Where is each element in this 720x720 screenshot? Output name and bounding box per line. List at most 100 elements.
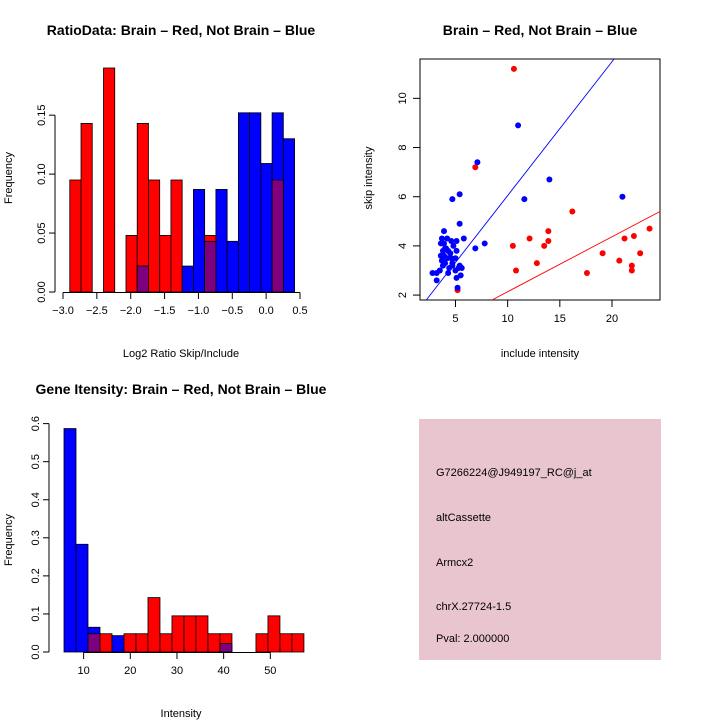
y-tick-label: 0.10 <box>36 163 48 184</box>
not-brain-point-47 <box>458 265 465 272</box>
brain-point-7 <box>545 228 552 235</box>
not-brain-point-41 <box>449 260 456 267</box>
gene-bars <box>63 428 305 653</box>
brain-point-9 <box>569 208 576 215</box>
x-tick-label: 0.5 <box>292 305 307 317</box>
ratio-histogram-title: RatioData: Brain – Red, Not Brain – Blue <box>47 22 316 38</box>
2-bar-7 <box>147 597 161 653</box>
not-brain-point-28 <box>450 242 457 249</box>
not-brain-point-42 <box>454 284 461 291</box>
2-bar-16 <box>255 633 269 653</box>
0-bar-3 <box>103 67 116 293</box>
2-overlap-bar-13 <box>219 643 233 653</box>
x-tick-label: −0.5 <box>221 305 243 317</box>
x-tick-label: 50 <box>264 665 276 677</box>
2-bar-9 <box>171 615 185 653</box>
not-brain-point-20 <box>442 260 449 267</box>
2-bar-18 <box>279 633 293 653</box>
0-bar-17 <box>260 163 273 293</box>
x-tick-label: −1.5 <box>154 305 176 317</box>
not-brain-point-1 <box>474 159 481 166</box>
brain-point-6 <box>541 242 548 249</box>
ratio-x-axis-label: Log2 Ratio Skip/Include <box>123 348 239 360</box>
brain-point-10 <box>583 269 590 276</box>
2-bar-8 <box>159 633 173 653</box>
x-tick-label: 20 <box>606 313 618 325</box>
not-brain-point-0 <box>515 122 522 129</box>
not-brain-point-40 <box>441 252 447 259</box>
probe-id: G7266224@J949197_RC@j_at <box>436 467 592 479</box>
brain-point-16 <box>630 233 637 240</box>
scatter-x-axis-label: include intensity <box>501 348 580 360</box>
2-bar-17 <box>267 615 281 653</box>
not-brain-point-43 <box>445 269 452 276</box>
ratio-histogram-panel: RatioData: Brain – Red, Not Brain – Blue… <box>3 22 315 360</box>
y-tick-label: 0.3 <box>30 530 42 545</box>
genomic-location: chrX.27724-1.5 <box>436 601 511 613</box>
not-brain-point-26 <box>448 237 455 244</box>
info-panel: G7266224@J949197_RC@j_at altCassette Arm… <box>419 419 661 660</box>
not-brain-point-29 <box>452 255 459 262</box>
y-tick-label: 2 <box>397 292 409 298</box>
scatter-plot-box <box>419 58 661 301</box>
not-brain-point-2 <box>546 176 553 183</box>
scatter-points <box>429 65 653 294</box>
not-brain-point-5 <box>456 191 463 198</box>
not-brain-point-6 <box>449 196 456 203</box>
2-bar-10 <box>183 615 197 653</box>
not-brain-point-37 <box>438 235 445 242</box>
x-tick-label: 20 <box>124 665 136 677</box>
brain-point-14 <box>628 267 635 274</box>
y-tick-label: 0.15 <box>36 104 48 125</box>
2-bar-11 <box>195 615 209 653</box>
pval: Pval: 2.000000 <box>436 633 509 645</box>
scatter-title: Brain – Red, Not Brain – Blue <box>443 22 638 38</box>
x-tick-label: 15 <box>554 313 566 325</box>
0-bar-19 <box>282 138 295 293</box>
0-bar-8 <box>159 235 172 293</box>
gene-axes: 10 20 30 40 50 0.0 0.1 0.2 0.3 0.4 0.5 0.6 <box>30 416 276 677</box>
not-brain-point-7 <box>481 240 488 247</box>
brain-point-15 <box>628 262 635 269</box>
not-brain-point-8 <box>472 245 479 252</box>
y-tick-label: 8 <box>397 144 409 150</box>
2-bar-19 <box>291 633 305 653</box>
x-tick-label: −3.0 <box>52 305 74 317</box>
y-tick-label: 0.4 <box>30 492 42 507</box>
y-tick-label: 4 <box>397 243 409 249</box>
brain-point-5 <box>533 260 540 267</box>
not-brain-point-46 <box>442 245 449 252</box>
not-brain-point-38 <box>441 228 447 235</box>
gene-symbol: Armcx2 <box>436 557 473 569</box>
2-bar-6 <box>135 633 149 653</box>
info-box <box>419 419 661 660</box>
not-brain-point-45 <box>448 255 455 262</box>
0-bar-1 <box>80 123 93 293</box>
scatter-axes: 5 10 15 20 2 4 6 8 10 <box>397 92 618 325</box>
y-tick-label: 0.00 <box>36 281 48 302</box>
ratio-axes: −3.0 −2.5 −2.0 −1.5 −1.0 −0.5 0.0 0.5 0.00 0.05 0.… <box>36 104 308 317</box>
fit-line-1 <box>491 211 661 301</box>
brain-point-1 <box>472 164 479 171</box>
y-tick-label: 0.05 <box>36 222 48 243</box>
not-brain-point-11 <box>429 269 436 276</box>
0-overlap-bar-18 <box>271 179 284 293</box>
brain-point-0 <box>510 65 517 72</box>
0-bar-13 <box>215 189 228 293</box>
x-tick-label: 5 <box>452 313 458 325</box>
x-tick-label: 30 <box>171 665 183 677</box>
not-brain-point-13 <box>433 277 440 284</box>
not-brain-point-44 <box>453 247 460 254</box>
brain-point-4 <box>526 235 533 242</box>
0-bar-15 <box>237 112 251 293</box>
event-type: altCassette <box>436 512 491 524</box>
not-brain-point-4 <box>619 193 626 200</box>
0-bar-7 <box>148 179 161 293</box>
y-tick-label: 0.1 <box>30 606 42 621</box>
brain-point-12 <box>616 257 623 264</box>
0-bar-14 <box>226 240 239 293</box>
2-bar-1 <box>75 543 89 653</box>
x-tick-label: −2.0 <box>120 305 142 317</box>
brain-point-8 <box>545 237 552 244</box>
